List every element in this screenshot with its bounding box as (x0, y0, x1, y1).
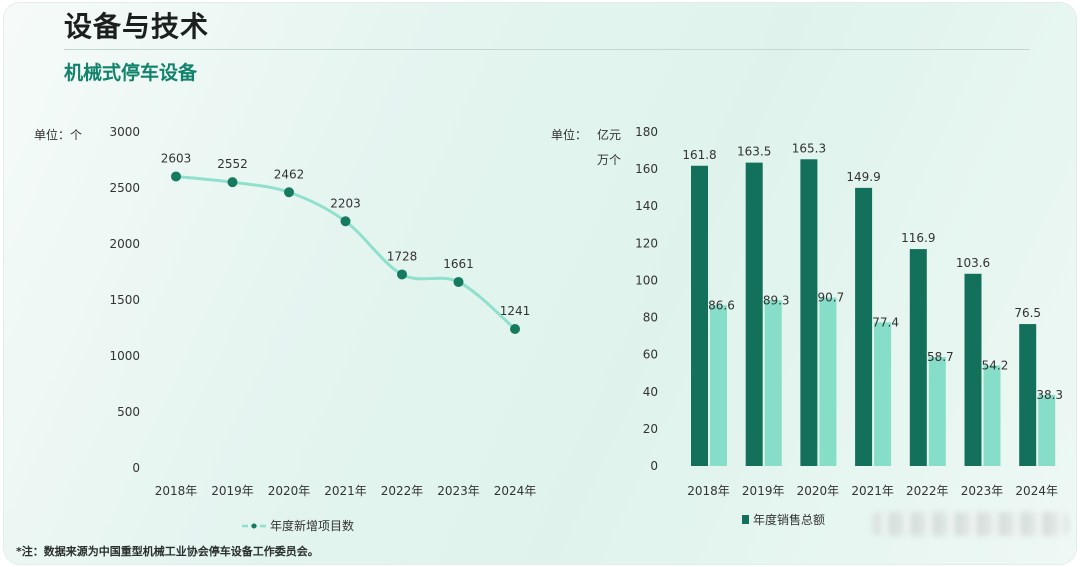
x-tick-label: 2024年 (494, 484, 537, 498)
legend-dot-swatch (251, 523, 257, 529)
data-label: 2603 (161, 151, 192, 165)
data-point (340, 216, 351, 227)
y-tick-label: 3000 (109, 125, 140, 139)
x-tick-label: 2023年 (961, 484, 1004, 498)
data-label-sales-total: 103.6 (956, 256, 990, 270)
bar-second-series (764, 300, 782, 466)
title-divider (64, 49, 1030, 50)
data-label: 1241 (500, 304, 531, 318)
bar-sales-total (964, 273, 982, 466)
bar-second-series (1038, 394, 1056, 466)
x-tick-label: 2022年 (381, 484, 424, 498)
legend-swatch-sales-total (742, 515, 749, 524)
data-label-sales-total: 163.5 (737, 145, 771, 159)
project-count-line-chart: 单位：个 0 500 1000 1500 2000 2500 3000 2018年 2019年 20… (34, 125, 537, 533)
y-tick-label: 180 (635, 125, 658, 139)
data-label-sales-total: 165.3 (792, 141, 826, 155)
y-tick-label: 100 (635, 273, 658, 287)
y-tick-label: 20 (643, 422, 658, 436)
x-tick-label: 2020年 (268, 484, 311, 498)
x-tick-label: 2021年 (851, 484, 894, 498)
y-tick-label: 0 (132, 461, 140, 475)
x-tick-label: 2019年 (742, 484, 785, 498)
y-unit-label-yi-yuan: 亿元 (597, 127, 621, 142)
section-subtitle: 机械式停车设备 (64, 62, 198, 84)
y-tick-label: 80 (643, 311, 658, 325)
bar-second-series (819, 297, 837, 466)
data-label-sales-total: 76.5 (1014, 306, 1041, 320)
data-label-sales-total: 161.8 (682, 148, 716, 162)
y-unit-label: 单位：个 (34, 127, 82, 142)
page-title: 设备与技术 (64, 10, 210, 43)
data-point (453, 276, 464, 287)
bar-second-series (710, 305, 727, 466)
blurred-watermark (872, 512, 1068, 536)
y-tick-label: 2000 (109, 237, 140, 251)
x-tick-label: 2019年 (211, 484, 254, 498)
bar-sales-total (1019, 324, 1037, 466)
data-label-second-series: 89.3 (763, 293, 790, 307)
data-label-second-series: 58.7 (927, 350, 954, 364)
data-point (510, 324, 520, 335)
data-label-second-series: 90.7 (818, 291, 845, 305)
bar-second-series (874, 322, 892, 466)
x-tick-label: 2022年 (906, 484, 949, 498)
y-tick-label: 40 (643, 385, 658, 399)
data-label: 1661 (443, 257, 474, 271)
x-tick-label: 2018年 (155, 484, 198, 498)
data-label: 2203 (330, 196, 361, 210)
y-tick-label: 160 (635, 162, 658, 176)
bar-second-series (928, 357, 946, 466)
data-point (227, 177, 238, 188)
bar-sales-total (745, 162, 763, 466)
x-tick-label: 2024年 (1015, 484, 1058, 498)
bar-sales-total (691, 165, 708, 466)
legend-label: 年度新增项目数 (270, 518, 354, 533)
slide-card: 设备与技术 机械式停车设备 单位：个 0 500 1000 1500 2000 2500 30… (4, 3, 1076, 564)
data-point (171, 171, 181, 182)
data-label: 2462 (274, 167, 305, 181)
y-tick-label: 2500 (109, 181, 140, 195)
data-label-second-series: 54.2 (982, 358, 1009, 372)
data-label-second-series: 38.3 (1036, 388, 1063, 402)
data-label-sales-total: 116.9 (901, 231, 935, 245)
x-tick-label: 2018年 (687, 484, 730, 498)
bar-sales-total (800, 159, 818, 466)
data-point (397, 269, 407, 280)
y-tick-label: 120 (635, 236, 658, 250)
data-label-sales-total: 149.9 (846, 170, 880, 184)
bar-second-series (983, 365, 1001, 466)
y-tick-label: 1500 (109, 293, 140, 307)
x-tick-label: 2023年 (437, 484, 480, 498)
data-point (284, 187, 294, 198)
data-label: 2552 (217, 157, 248, 171)
footnote: *注：数据来源为中国重型机械工业协会停车设备工作委员会。 (16, 545, 319, 558)
y-tick-label: 1000 (109, 349, 140, 363)
y-unit-label-wan-ge: 万个 (597, 153, 621, 167)
y-tick-label: 0 (650, 459, 658, 473)
y-tick-label: 60 (643, 348, 658, 362)
y-unit-label: 单位： (551, 127, 587, 142)
bar-sales-total (909, 249, 927, 466)
legend-label-sales-total: 年度销售总额 (753, 512, 825, 527)
x-tick-label: 2020年 (797, 484, 840, 498)
data-label: 1728 (387, 249, 418, 263)
y-tick-label: 140 (635, 199, 658, 213)
x-tick-label: 2021年 (324, 484, 367, 498)
bar-sales-total (855, 187, 873, 466)
y-tick-label: 500 (117, 405, 140, 419)
data-label-second-series: 77.4 (872, 315, 899, 329)
data-label-second-series: 86.6 (708, 298, 735, 312)
